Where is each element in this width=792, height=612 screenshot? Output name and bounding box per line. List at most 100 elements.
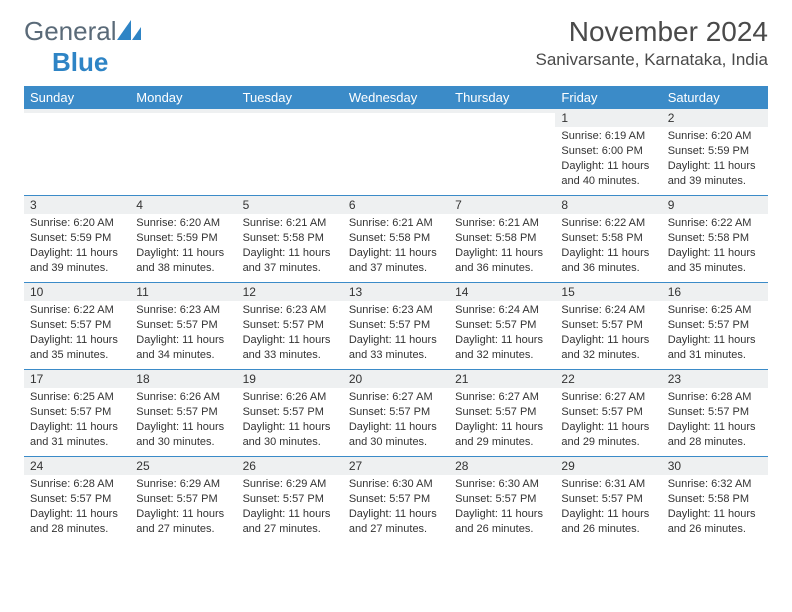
- brand-text: General Blue: [24, 16, 141, 78]
- day-number: 20: [343, 370, 449, 388]
- sunrise-text: Sunrise: 6:30 AM: [349, 477, 443, 492]
- day-number: [237, 109, 343, 113]
- day-header: Wednesday: [343, 86, 449, 109]
- daylight-text: Daylight: 11 hours and 35 minutes.: [30, 333, 124, 363]
- daylight-text: Daylight: 11 hours and 33 minutes.: [243, 333, 337, 363]
- sunrise-text: Sunrise: 6:23 AM: [136, 303, 230, 318]
- sunset-text: Sunset: 6:00 PM: [561, 144, 655, 159]
- day-number: 21: [449, 370, 555, 388]
- sunset-text: Sunset: 5:57 PM: [243, 318, 337, 333]
- day-details: Sunrise: 6:27 AMSunset: 5:57 PMDaylight:…: [343, 388, 449, 453]
- daylight-text: Daylight: 11 hours and 28 minutes.: [668, 420, 762, 450]
- day-number: 13: [343, 283, 449, 301]
- day-header: Saturday: [662, 86, 768, 109]
- day-number: 15: [555, 283, 661, 301]
- day-number: 29: [555, 457, 661, 475]
- day-number: 28: [449, 457, 555, 475]
- day-cell: [237, 109, 343, 196]
- sunrise-text: Sunrise: 6:29 AM: [136, 477, 230, 492]
- daylight-text: Daylight: 11 hours and 36 minutes.: [561, 246, 655, 276]
- day-cell: 6Sunrise: 6:21 AMSunset: 5:58 PMDaylight…: [343, 196, 449, 283]
- day-details: Sunrise: 6:25 AMSunset: 5:57 PMDaylight:…: [662, 301, 768, 366]
- day-details: Sunrise: 6:25 AMSunset: 5:57 PMDaylight:…: [24, 388, 130, 453]
- day-number: 9: [662, 196, 768, 214]
- day-cell: 23Sunrise: 6:28 AMSunset: 5:57 PMDayligh…: [662, 370, 768, 457]
- sunrise-text: Sunrise: 6:26 AM: [136, 390, 230, 405]
- daylight-text: Daylight: 11 hours and 31 minutes.: [668, 333, 762, 363]
- day-number: [343, 109, 449, 113]
- sunset-text: Sunset: 5:57 PM: [243, 405, 337, 420]
- day-details: Sunrise: 6:30 AMSunset: 5:57 PMDaylight:…: [449, 475, 555, 540]
- day-cell: 9Sunrise: 6:22 AMSunset: 5:58 PMDaylight…: [662, 196, 768, 283]
- sunset-text: Sunset: 5:57 PM: [136, 318, 230, 333]
- day-number: 8: [555, 196, 661, 214]
- sunset-text: Sunset: 5:57 PM: [455, 492, 549, 507]
- sunset-text: Sunset: 5:59 PM: [30, 231, 124, 246]
- day-cell: 30Sunrise: 6:32 AMSunset: 5:58 PMDayligh…: [662, 457, 768, 544]
- sunrise-text: Sunrise: 6:31 AM: [561, 477, 655, 492]
- title-block: November 2024 Sanivarsante, Karnataka, I…: [536, 16, 768, 70]
- sunset-text: Sunset: 5:59 PM: [668, 144, 762, 159]
- day-cell: 12Sunrise: 6:23 AMSunset: 5:57 PMDayligh…: [237, 283, 343, 370]
- sunset-text: Sunset: 5:57 PM: [561, 492, 655, 507]
- sunrise-text: Sunrise: 6:20 AM: [30, 216, 124, 231]
- sunrise-text: Sunrise: 6:22 AM: [561, 216, 655, 231]
- day-details: Sunrise: 6:30 AMSunset: 5:57 PMDaylight:…: [343, 475, 449, 540]
- week-row: 3 Sunrise: 6:20 AMSunset: 5:59 PM Daylight…: [24, 196, 768, 283]
- day-details: Sunrise: 6:23 AMSunset: 5:57 PMDaylight:…: [237, 301, 343, 366]
- day-details: Sunrise: 6:28 AMSunset: 5:57 PMDaylight:…: [24, 475, 130, 540]
- day-cell: 2Sunrise: 6:20 AMSunset: 5:59 PMDaylight…: [662, 109, 768, 196]
- day-number: [449, 109, 555, 113]
- brand-part2: Blue: [52, 47, 108, 77]
- page-header: General Blue November 2024 Sanivarsante,…: [24, 16, 768, 78]
- day-cell: [130, 109, 236, 196]
- day-cell: 28Sunrise: 6:30 AMSunset: 5:57 PMDayligh…: [449, 457, 555, 544]
- location-text: Sanivarsante, Karnataka, India: [536, 50, 768, 70]
- day-header: Thursday: [449, 86, 555, 109]
- day-details: Sunrise: 6:23 AMSunset: 5:57 PMDaylight:…: [130, 301, 236, 366]
- daylight-text: Daylight: 11 hours and 29 minutes.: [455, 420, 549, 450]
- day-details: Sunrise: 6:31 AMSunset: 5:57 PMDaylight:…: [555, 475, 661, 540]
- sunset-text: Sunset: 5:57 PM: [30, 492, 124, 507]
- day-header: Friday: [555, 86, 661, 109]
- sunset-text: Sunset: 5:57 PM: [136, 492, 230, 507]
- day-number: 27: [343, 457, 449, 475]
- sunrise-text: Sunrise: 6:22 AM: [668, 216, 762, 231]
- sunrise-text: Sunrise: 6:21 AM: [243, 216, 337, 231]
- day-cell: 1Sunrise: 6:19 AMSunset: 6:00 PMDaylight…: [555, 109, 661, 196]
- daylight-text: Daylight: 11 hours and 40 minutes.: [561, 159, 655, 189]
- sunset-text: Sunset: 5:57 PM: [561, 405, 655, 420]
- day-cell: 19Sunrise: 6:26 AMSunset: 5:57 PMDayligh…: [237, 370, 343, 457]
- day-cell: 26Sunrise: 6:29 AMSunset: 5:57 PMDayligh…: [237, 457, 343, 544]
- calendar-table: Sunday Monday Tuesday Wednesday Thursday…: [24, 86, 768, 543]
- sunrise-text: Sunrise: 6:27 AM: [561, 390, 655, 405]
- day-cell: 16Sunrise: 6:25 AMSunset: 5:57 PMDayligh…: [662, 283, 768, 370]
- sunset-text: Sunset: 5:57 PM: [455, 405, 549, 420]
- brand-part1: General: [24, 16, 117, 46]
- sunrise-text: Sunrise: 6:25 AM: [30, 390, 124, 405]
- sunset-text: Sunset: 5:57 PM: [349, 492, 443, 507]
- day-cell: 25Sunrise: 6:29 AMSunset: 5:57 PMDayligh…: [130, 457, 236, 544]
- day-details: Sunrise: 6:22 AMSunset: 5:58 PMDaylight:…: [555, 214, 661, 279]
- brand-logo: General Blue: [24, 16, 141, 78]
- sunrise-text: Sunrise: 6:29 AM: [243, 477, 337, 492]
- daylight-text: Daylight: 11 hours and 26 minutes.: [668, 507, 762, 537]
- sail-icon: [117, 20, 141, 40]
- day-number: 23: [662, 370, 768, 388]
- day-details: Sunrise: 6:21 AMSunset: 5:58 PMDaylight:…: [449, 214, 555, 279]
- day-number: 3: [24, 196, 130, 214]
- day-details: Sunrise: 6:23 AMSunset: 5:57 PMDaylight:…: [343, 301, 449, 366]
- day-details: Sunrise: 6:26 AMSunset: 5:57 PMDaylight:…: [130, 388, 236, 453]
- sunset-text: Sunset: 5:58 PM: [243, 231, 337, 246]
- week-row: 1Sunrise: 6:19 AMSunset: 6:00 PMDaylight…: [24, 109, 768, 196]
- daylight-text: Daylight: 11 hours and 30 minutes.: [349, 420, 443, 450]
- day-number: 19: [237, 370, 343, 388]
- day-number: 22: [555, 370, 661, 388]
- daylight-text: Daylight: 11 hours and 30 minutes.: [243, 420, 337, 450]
- day-number: 5: [237, 196, 343, 214]
- day-details: Sunrise: 6:27 AMSunset: 5:57 PMDaylight:…: [555, 388, 661, 453]
- day-number: 10: [24, 283, 130, 301]
- day-cell: 20Sunrise: 6:27 AMSunset: 5:57 PMDayligh…: [343, 370, 449, 457]
- daylight-text: Daylight: 11 hours and 35 minutes.: [668, 246, 762, 276]
- daylight-text: Daylight: 11 hours and 27 minutes.: [243, 507, 337, 537]
